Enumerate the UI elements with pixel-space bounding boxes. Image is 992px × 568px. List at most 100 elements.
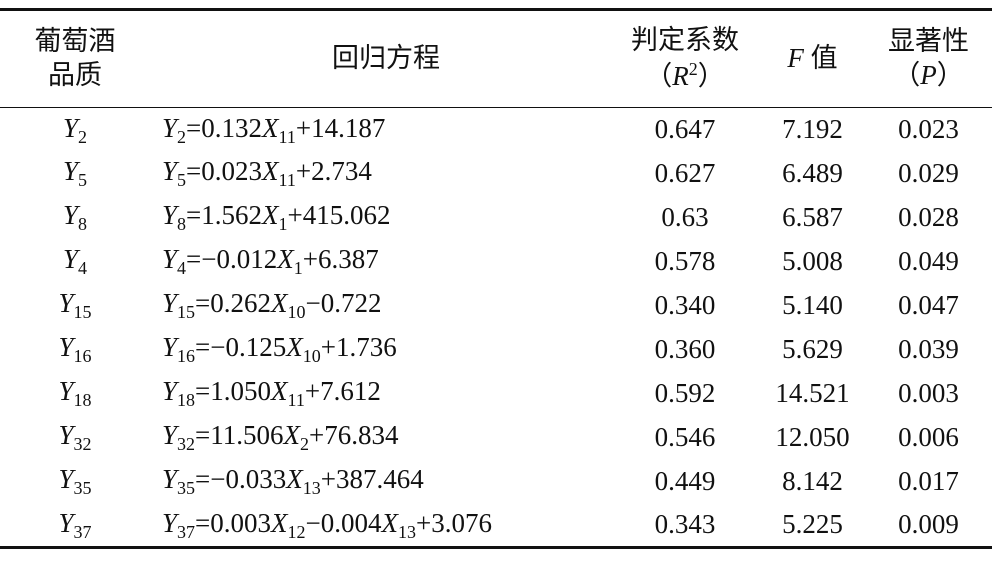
variable: Y <box>58 288 74 319</box>
text-piece: +2.734 <box>295 156 372 187</box>
table-cell: 0.017 <box>898 465 959 496</box>
text-piece: （ <box>893 60 921 90</box>
text-piece: +3.076 <box>416 507 492 538</box>
table-cell: Y32=11.506X2+76.834 <box>150 416 610 460</box>
subscript: 35 <box>73 478 92 499</box>
variable: X <box>286 464 303 495</box>
variable: X <box>286 332 303 363</box>
subscript: 10 <box>287 302 306 323</box>
table-cell: 0.63 <box>661 201 709 232</box>
table-cell: 6.587 <box>782 201 843 232</box>
header-cell: 判定系数 （R2） <box>610 10 760 108</box>
variable: Y <box>58 420 74 451</box>
text-piece: ） <box>697 61 725 91</box>
subscript: 5 <box>78 170 88 191</box>
table-cell: 5.225 <box>782 508 843 539</box>
variable: R <box>672 61 689 91</box>
header-line: （P） <box>865 59 992 93</box>
table-row: Y8 Y8=1.562X1+415.062 0.63 6.587 0.028 <box>0 196 992 240</box>
variable: Y <box>162 200 178 231</box>
table-cell: 0.039 <box>898 333 959 364</box>
table-row: Y18 Y18=1.050X11+7.612 0.592 14.521 0.003 <box>0 372 992 416</box>
subscript: 13 <box>302 478 321 499</box>
subscript: 32 <box>73 434 92 455</box>
text-piece: 葡萄酒 <box>34 26 116 57</box>
subscript: 4 <box>78 258 88 279</box>
table-cell: Y5 <box>0 152 150 196</box>
subscript: 10 <box>302 346 321 367</box>
table-cell: Y4 <box>0 240 150 284</box>
variable: Y <box>58 376 74 407</box>
header-cell: 显著性 （P） <box>865 10 992 108</box>
subscript: 32 <box>177 434 196 455</box>
table-cell: Y16=−0.125X10+1.736 <box>150 328 610 372</box>
table-cell: Y37 <box>0 504 150 548</box>
subscript: 11 <box>278 126 296 147</box>
table-header: 葡萄酒 品质 回归方程 判定系数 （R2） F 值显著性 （P） <box>0 9 992 108</box>
variable: Y <box>162 332 178 363</box>
table-cell: 0.049 <box>898 245 959 276</box>
text-piece: =−0.033 <box>195 464 287 495</box>
text-piece: 显著性 <box>888 26 969 57</box>
table-row: Y5 Y5=0.023X11+2.734 0.627 6.489 0.029 <box>0 152 992 196</box>
table-row: Y16 Y16=−0.125X10+1.736 0.360 5.629 0.039 <box>0 328 992 372</box>
table-cell: Y32 <box>0 416 150 460</box>
subscript: 16 <box>73 346 92 367</box>
variable: P <box>920 60 937 90</box>
table-cell: 8.142 <box>782 465 843 496</box>
subscript: 2 <box>177 126 187 147</box>
subscript: 12 <box>287 521 306 542</box>
text-piece: =11.506 <box>195 420 284 451</box>
subscript: 2 <box>78 126 88 147</box>
table-cell: 14.521 <box>775 377 850 408</box>
table-cell: 0.006 <box>898 421 959 452</box>
table-cell: 0.449 <box>654 465 716 496</box>
table-cell: 0.340 <box>654 289 716 320</box>
subscript: 1 <box>293 258 303 279</box>
header-row: 葡萄酒 品质 回归方程 判定系数 （R2） F 值显著性 （P） <box>0 9 992 108</box>
header-line: 显著性 <box>865 25 992 59</box>
subscript: 4 <box>177 258 187 279</box>
table-cell: 5.629 <box>782 333 843 364</box>
text-piece: ） <box>936 60 964 90</box>
variable: X <box>271 288 288 319</box>
table-cell: 0.029 <box>898 157 959 188</box>
header-cell: F 值 <box>760 10 865 108</box>
variable: X <box>262 112 279 143</box>
text-piece: （ <box>645 61 673 91</box>
variable: Y <box>162 464 178 495</box>
table-cell: Y4=−0.012X1+6.387 <box>150 240 610 284</box>
variable: X <box>262 200 279 231</box>
subscript: 16 <box>177 346 196 367</box>
variable: Y <box>162 507 178 538</box>
subscript: 11 <box>287 390 305 411</box>
subscript: 18 <box>177 390 196 411</box>
variable: F <box>787 43 804 74</box>
subscript: 37 <box>73 521 92 542</box>
table-cell: Y2 <box>0 108 150 152</box>
text-piece: 判定系数 <box>631 25 739 56</box>
regression-table: 葡萄酒 品质 回归方程 判定系数 （R2） F 值显著性 （P） Y2 Y2=0.132X11… <box>0 8 992 549</box>
page: 葡萄酒 品质 回归方程 判定系数 （R2） F 值显著性 （P） Y2 Y2=0.132X11… <box>0 8 992 568</box>
header-line: 回归方程 <box>162 42 610 76</box>
text-piece: =1.050 <box>195 376 272 407</box>
subscript: 35 <box>177 478 196 499</box>
table-row: Y32 Y32=11.506X2+76.834 0.546 12.050 0.006 <box>0 416 992 460</box>
variable: Y <box>62 200 79 231</box>
table-body: Y2 Y2=0.132X11+14.187 0.647 7.192 0.023 Y5 Y5=… <box>0 108 992 548</box>
table-cell: 0.578 <box>654 245 716 276</box>
variable: Y <box>162 420 178 451</box>
variable: Y <box>58 507 74 538</box>
table-row: Y37 Y37=0.003X12−0.004X13+3.076 0.343 5.225… <box>0 504 992 548</box>
text-piece: =1.562 <box>186 200 263 231</box>
subscript: 11 <box>278 170 296 191</box>
table-cell: 0.023 <box>898 113 959 144</box>
table-cell: Y16 <box>0 328 150 372</box>
header-line: 判定系数 <box>610 24 760 58</box>
subscript: 15 <box>73 302 92 323</box>
subscript: 5 <box>177 170 187 191</box>
table-row: Y15 Y15=0.262X10−0.722 0.340 5.140 0.047 <box>0 284 992 328</box>
text-piece: +7.612 <box>304 376 381 407</box>
variable: X <box>283 420 301 451</box>
subscript: 13 <box>398 521 416 542</box>
